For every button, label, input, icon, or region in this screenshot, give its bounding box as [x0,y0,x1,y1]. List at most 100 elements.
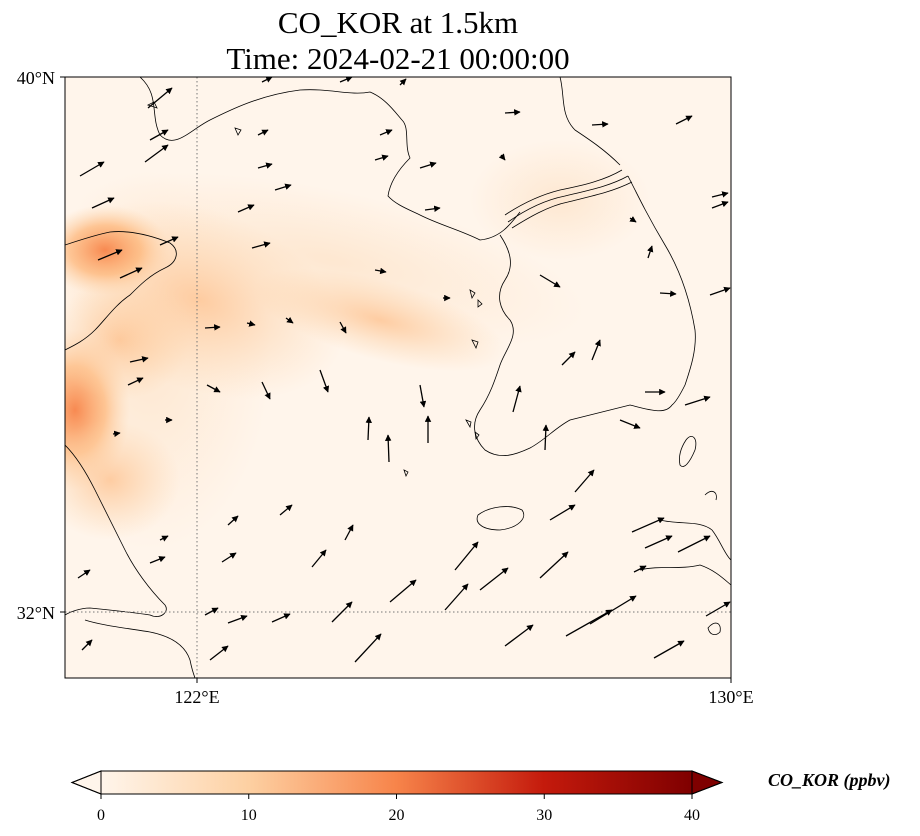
map-title-line1: CO_KOR at 1.5km [277,5,519,40]
wind-arrow [539,551,569,579]
wind-arrow [81,639,93,651]
wind-arrow [711,191,729,198]
wind-arrow [675,115,693,125]
wind-arrow [365,416,372,441]
colorbar-tick-40: 40 [684,807,700,824]
colorbar-extend-max [691,770,724,795]
wind-arrow [374,267,387,275]
wind-arrow [504,109,521,116]
colorbar-extend-min [70,770,102,795]
wind-arrow [331,601,353,623]
wind-arrow [144,144,169,163]
wind-arrow [112,430,121,438]
wind-arrow [77,569,91,579]
wind-arrow [251,241,271,249]
wind-arrow [344,524,354,541]
wind-arrow [227,515,239,526]
wind-arrow [653,640,685,659]
wind-arrow [227,614,248,624]
wind-arrow [619,419,641,429]
wind-arrow [659,290,677,297]
colorbar-title: CO_KOR (ppbv) [768,770,891,790]
wind-arrow [565,609,613,637]
wind-arrow [79,161,105,177]
lat-tick-label-40: 40°N [17,68,55,88]
wind-arrow [147,87,173,109]
wind-arrow [246,320,256,327]
wind-arrow [399,78,407,86]
wind-arrow [629,216,637,223]
wind-arrow [354,633,382,663]
lon-tick-label-130: 130°E [708,687,753,707]
wind-arrow [542,424,550,451]
map-frame [64,76,732,679]
map-title-line2: Time: 2024-02-21 00:00:00 [226,41,570,76]
wind-arrow [709,286,731,296]
colorbar-tick-20: 20 [389,807,405,824]
wind-arrow [647,245,654,259]
wind-arrow [424,205,441,212]
wind-arrow [589,595,637,625]
wind-arrow [684,395,711,406]
wind-arrow [261,77,273,83]
wind-arrow [159,535,169,542]
wind-arrow [119,267,143,279]
wind-arrow [419,161,437,169]
wind-arrow [512,385,522,413]
wind-arrow [419,384,427,408]
wind-arrow [129,356,149,363]
wind-arrow [285,316,294,324]
wind-arrow [549,504,576,521]
tick-marks [60,76,732,683]
wind-arrow [274,183,292,191]
wind-arrow [711,201,729,209]
wind-arrow [677,535,711,553]
wind-arrow [257,162,273,169]
wind-arrow [204,324,221,331]
wind-arrow [149,556,166,564]
co-concentration-field [65,77,731,678]
wind-arrow [257,129,269,136]
wind-arrow [271,613,291,623]
wind-arrow [311,549,327,568]
wind-vectors [77,77,731,663]
wind-arrow [644,535,673,549]
wind-arrow [631,517,665,533]
wind-arrow [209,645,229,661]
wind-arrow [379,129,393,136]
colorbar-tick-10: 10 [241,807,257,824]
wind-arrow [319,369,330,393]
wind-arrow [204,607,219,616]
lat-tick-label-32: 32°N [17,603,55,623]
gridlines [65,77,731,678]
wind-arrow [633,565,647,573]
wind-arrow [374,154,389,161]
wind-arrow [261,381,271,400]
wind-arrow [504,624,534,647]
wind-arrow [206,384,221,393]
wind-arrow [561,351,576,366]
wind-arrow [591,121,609,128]
wind-arrow [498,153,506,161]
wind-arrow [539,274,561,288]
wind-arrow [339,77,353,83]
wind-arrow [149,129,169,141]
wind-arrow [221,552,237,563]
wind-arrow [97,249,123,261]
wind-arrow [159,236,179,246]
wind-arrow [479,567,509,591]
colorbar-tick-30: 30 [536,807,552,824]
coastlines [65,77,731,678]
colorbar: 0 10 20 30 40 [70,770,724,824]
wind-arrow [574,469,595,493]
wind-arrow [237,204,255,213]
wind-arrow [389,579,417,603]
colorbar-gradient [101,771,692,794]
wind-arrow [339,321,347,334]
wind-arrow [91,197,115,209]
lon-tick-label-122: 122°E [174,687,219,707]
wind-arrow [444,583,469,611]
wind-arrow [591,339,601,361]
wind-arrow [384,434,392,463]
